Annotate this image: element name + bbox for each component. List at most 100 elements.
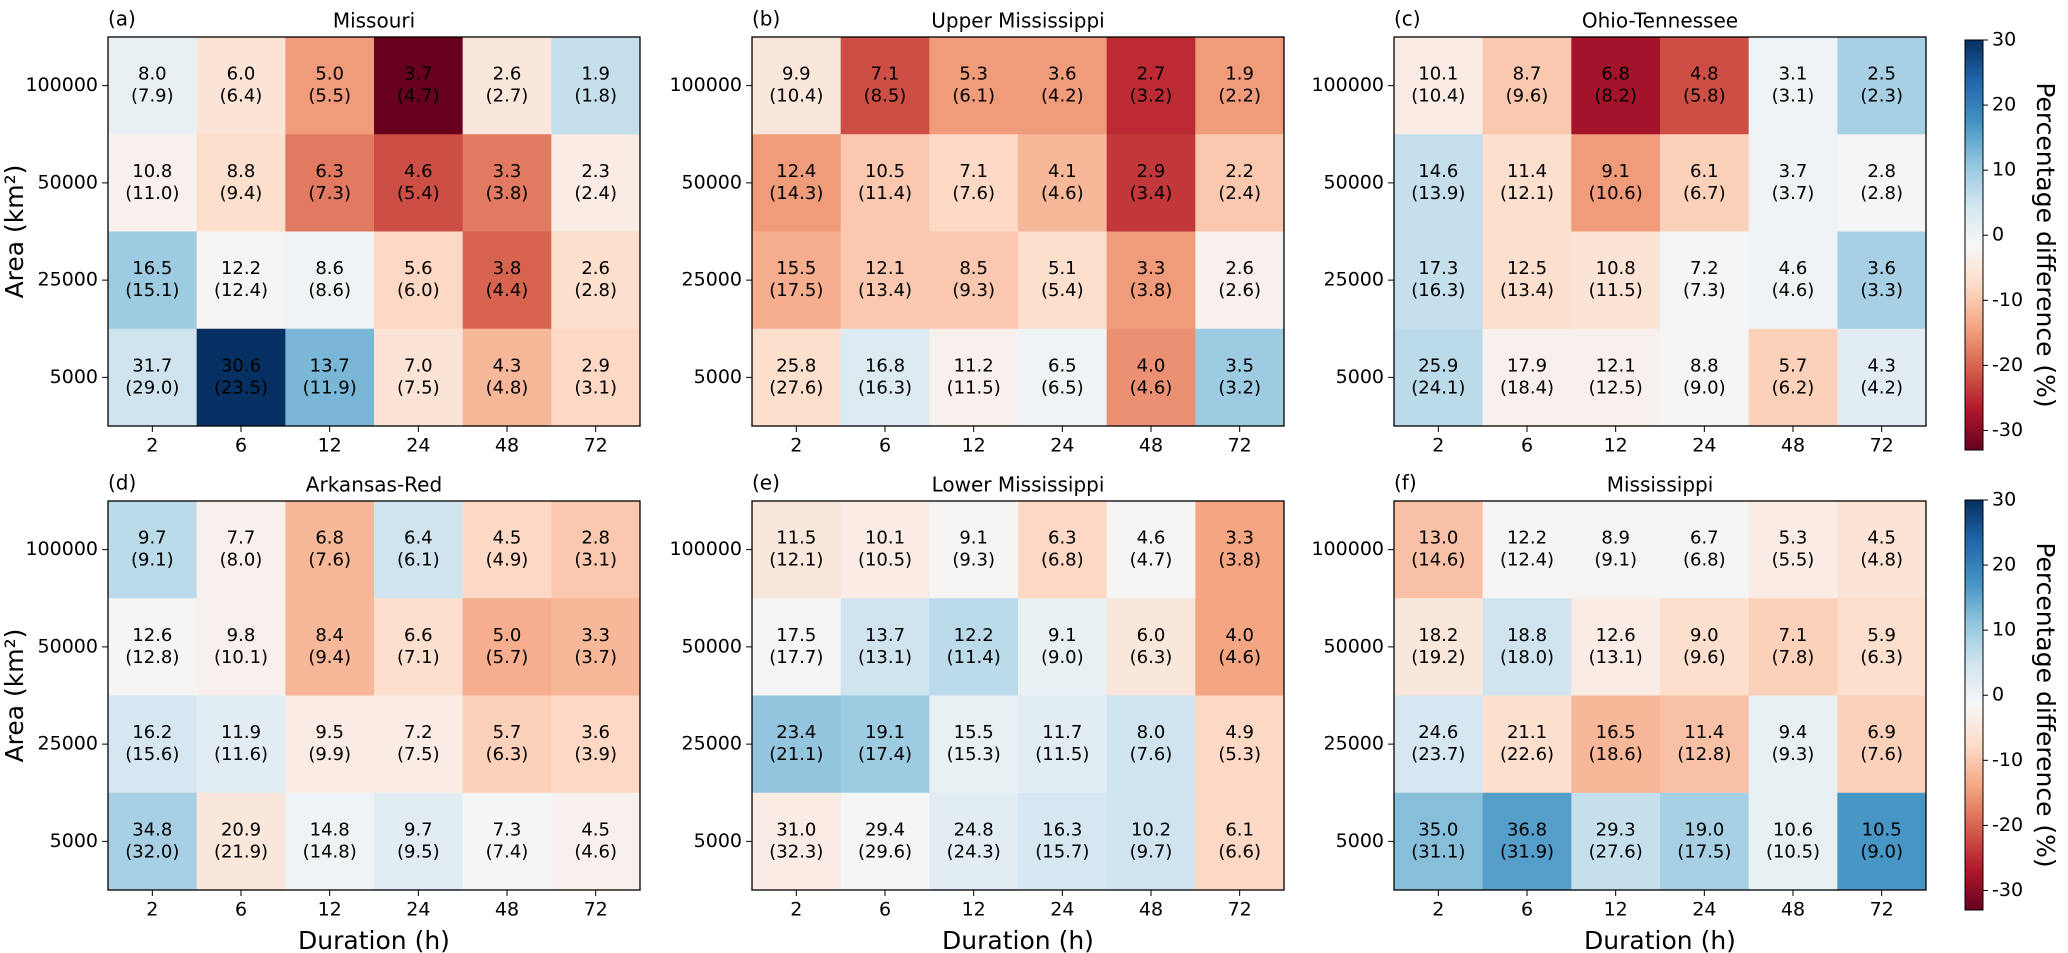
cell-value: 14.8	[310, 819, 350, 840]
cell-ref-value: (18.0)	[1500, 647, 1554, 668]
cell-value: 11.4	[1507, 161, 1547, 182]
cell-value: 30.6	[221, 355, 261, 376]
heat-cell	[1195, 37, 1285, 135]
y-tick-label: 100000	[1311, 74, 1384, 96]
cell-value: 2.6	[581, 258, 610, 279]
plot-frame	[107, 36, 641, 427]
cell-value: 9.5	[315, 722, 344, 743]
cell-value: 2.3	[581, 161, 610, 182]
cell-ref-value: (7.3)	[308, 183, 351, 204]
cell-value: 8.9	[1601, 528, 1630, 549]
heat-cell	[1195, 695, 1285, 794]
x-tick-label: 24	[1692, 435, 1716, 457]
cell-value: 2.9	[581, 355, 610, 376]
cell-value: 16.5	[132, 258, 172, 279]
cell-ref-value: (4.6)	[1041, 183, 1084, 204]
heat-cell	[551, 231, 641, 330]
cell-value: 5.1	[1048, 258, 1077, 279]
colorbar	[1964, 39, 1984, 451]
cell-value: 36.8	[1507, 819, 1547, 840]
heat-cell	[840, 231, 930, 330]
heat-cell	[1195, 598, 1285, 696]
cell-ref-value: (24.1)	[1411, 377, 1465, 398]
cell-ref-value: (21.1)	[769, 744, 823, 765]
heat-cell	[929, 501, 1019, 599]
heat-cell	[462, 598, 552, 696]
panel-label: (b)	[752, 7, 780, 31]
cell-ref-value: (9.0)	[1683, 377, 1726, 398]
cell-ref-value: (6.1)	[952, 86, 995, 107]
cell-value: 2.7	[1137, 64, 1166, 85]
cell-value: 6.3	[1048, 528, 1077, 549]
cell-ref-value: (6.3)	[1130, 647, 1173, 668]
cell-value: 5.9	[1867, 625, 1896, 646]
y-tick-label: 50000	[1324, 171, 1384, 193]
cell-value: 4.0	[1225, 625, 1254, 646]
colorbar-tick-label: -20	[1992, 354, 2023, 376]
cell-value: 10.6	[1773, 819, 1813, 840]
heat-cell	[1748, 695, 1838, 794]
cell-value: 3.1	[1779, 64, 1808, 85]
heat-cell	[1195, 134, 1285, 232]
cell-value: 16.8	[865, 355, 905, 376]
cell-ref-value: (6.8)	[1041, 550, 1084, 571]
cell-value: 7.1	[871, 64, 900, 85]
cell-ref-value: (31.1)	[1411, 841, 1465, 862]
cell-ref-value: (3.8)	[486, 183, 529, 204]
plot-frame	[751, 36, 1285, 427]
heat-cell	[1106, 501, 1196, 599]
heat-cell	[1748, 792, 1838, 891]
cell-ref-value: (32.3)	[769, 841, 823, 862]
cell-value: 11.5	[776, 528, 816, 549]
heat-cell	[1394, 792, 1484, 891]
cell-ref-value: (4.7)	[1130, 550, 1173, 571]
cell-ref-value: (6.3)	[486, 744, 529, 765]
cell-value: 9.7	[404, 819, 433, 840]
heat-cell	[285, 37, 375, 135]
cell-ref-value: (2.6)	[1218, 280, 1261, 301]
y-tick-label: 100000	[25, 538, 98, 560]
heat-cell	[752, 792, 842, 891]
heat-cell	[462, 231, 552, 330]
cell-ref-value: (21.9)	[214, 841, 268, 862]
cell-value: 3.3	[493, 161, 522, 182]
heat-cell	[752, 134, 842, 232]
cell-value: 2.8	[1867, 161, 1896, 182]
heat-cell	[108, 695, 198, 794]
cell-value: 6.9	[1867, 722, 1896, 743]
cell-ref-value: (4.7)	[397, 86, 440, 107]
x-tick-label: 72	[1228, 435, 1252, 457]
colorbar-tick-label: 10	[1992, 159, 2016, 181]
heat-cell	[108, 134, 198, 232]
cell-ref-value: (13.4)	[858, 280, 912, 301]
cell-value: 6.7	[1690, 528, 1719, 549]
plot-frame	[751, 500, 1285, 891]
x-tick-label: 2	[790, 899, 802, 921]
heat-cell	[1571, 695, 1661, 794]
cell-ref-value: (14.6)	[1411, 550, 1465, 571]
y-tick-label: 50000	[1324, 635, 1384, 657]
heat-cell	[285, 134, 375, 232]
cell-value: 10.2	[1131, 819, 1171, 840]
cell-ref-value: (7.4)	[486, 841, 529, 862]
x-tick-label: 2	[146, 435, 158, 457]
cell-ref-value: (4.4)	[486, 280, 529, 301]
heat-cell	[1837, 598, 1927, 696]
cell-value: 3.3	[1225, 528, 1254, 549]
cell-ref-value: (3.4)	[1130, 183, 1173, 204]
cell-value: 9.8	[227, 625, 256, 646]
heat-cell	[196, 328, 286, 427]
heat-cell	[1195, 501, 1285, 599]
heat-cell	[1018, 598, 1108, 696]
colorbar	[1964, 499, 1984, 911]
cell-ref-value: (9.0)	[1041, 647, 1084, 668]
cell-ref-value: (6.6)	[1218, 841, 1261, 862]
cell-ref-value: (12.4)	[1500, 550, 1554, 571]
cell-value: 17.3	[1418, 258, 1458, 279]
cell-value: 12.2	[954, 625, 994, 646]
cell-value: 23.4	[776, 722, 816, 743]
heat-cell	[840, 501, 930, 599]
cell-ref-value: (4.2)	[1860, 377, 1903, 398]
cell-value: 19.0	[1684, 819, 1724, 840]
cell-ref-value: (9.6)	[1683, 647, 1726, 668]
